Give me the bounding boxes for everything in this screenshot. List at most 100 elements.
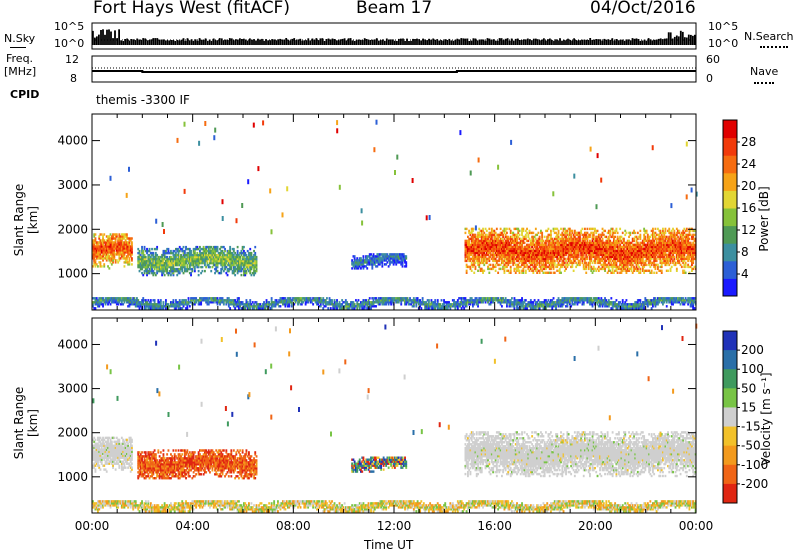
- echo-cell: [128, 257, 131, 260]
- echo-cell: [163, 255, 166, 259]
- echo-cell: [527, 247, 530, 251]
- echo-cell: [209, 257, 211, 261]
- nsky-sample: [293, 38, 296, 45]
- echo-cell: [545, 243, 547, 247]
- echo-cell: [566, 257, 569, 261]
- echo-cell: [226, 259, 229, 263]
- echo-cell: [151, 265, 153, 269]
- echo-cell: [114, 235, 117, 238]
- echo-cell: [200, 251, 203, 255]
- echo-cell: [614, 241, 617, 245]
- echo-cell: [224, 261, 226, 265]
- echo-cell: [488, 235, 491, 239]
- echo-cell: [102, 251, 104, 254]
- echo-cell: [254, 253, 257, 257]
- echo-cell: [143, 245, 146, 249]
- echo-cell: [558, 257, 561, 261]
- echo-cell: [691, 259, 693, 263]
- echo-cell: [370, 253, 372, 256]
- echo-cell: [498, 253, 501, 257]
- echo-cell: [573, 237, 576, 241]
- echo-cell: [249, 261, 252, 265]
- echo-cell: [152, 299, 155, 302]
- echo-cell: [177, 267, 180, 271]
- echo-cell: [601, 241, 604, 245]
- echo-cell: [238, 253, 240, 257]
- echo-cell: [131, 299, 133, 302]
- echo-cell: [255, 269, 258, 273]
- echo-cell: [103, 265, 106, 268]
- echo-cell: [650, 239, 653, 243]
- echo-cell: [623, 239, 625, 243]
- echo-cell: [139, 259, 142, 263]
- echo-cell: [596, 261, 599, 265]
- echo-cell: [551, 259, 554, 263]
- echo-cell: [563, 249, 566, 253]
- echo-cell: [178, 271, 181, 275]
- echo-cell: [501, 237, 503, 241]
- nsky-sample: [508, 40, 511, 45]
- echo-cell: [624, 253, 627, 257]
- echo-cell: [167, 273, 170, 277]
- echo-cell: [605, 263, 608, 267]
- echo-cell: [541, 239, 544, 243]
- echo-cell: [465, 271, 468, 274]
- echo-cell: [563, 233, 566, 237]
- nsky-sample: [220, 38, 223, 45]
- echo-cell: [616, 265, 619, 269]
- echo-cell: [674, 235, 677, 239]
- echo-cell: [469, 257, 472, 261]
- echo-cell: [118, 259, 121, 262]
- echo-cell: [585, 271, 588, 274]
- echo-cell: [182, 245, 185, 249]
- nsky-sample: [160, 39, 163, 45]
- echo-cell: [537, 243, 540, 247]
- echo-cell: [673, 233, 676, 237]
- echo-cell: [199, 257, 201, 261]
- echo-cell: [224, 265, 226, 269]
- echo-cell: [543, 251, 546, 255]
- echo-cell: [526, 243, 528, 247]
- echo-cell: [532, 243, 535, 247]
- echo-cell: [149, 269, 152, 273]
- echo-cell: [538, 243, 541, 247]
- echo-cell: [604, 253, 606, 257]
- echo-cell: [596, 267, 599, 271]
- echo-cell: [123, 237, 126, 240]
- echo-cell: [605, 249, 608, 253]
- echo-cell: [375, 261, 377, 264]
- echo-cell: [685, 251, 688, 255]
- echo-cell: [577, 255, 580, 259]
- echo-cell: [644, 259, 647, 263]
- echo-cell: [667, 239, 669, 243]
- echo-cell: [185, 267, 187, 271]
- echo-cell: [521, 269, 523, 272]
- echo-cell: [502, 259, 505, 263]
- echo-cell: [192, 257, 195, 261]
- echo-cell: [147, 271, 150, 275]
- echo-cell: [611, 227, 614, 231]
- echo-cell: [653, 247, 656, 251]
- echo-cell: [484, 257, 487, 261]
- echo-cell: [674, 241, 677, 245]
- echo-cell: [652, 243, 654, 247]
- nsky-sample: [677, 36, 680, 45]
- echo-cell: [113, 299, 116, 302]
- echo-cell: [172, 259, 175, 263]
- echo-cell: [679, 245, 682, 249]
- echo-cell: [582, 245, 585, 249]
- echo-cell: [465, 249, 468, 253]
- echo-cell: [678, 243, 681, 247]
- nsky-sample: [510, 38, 513, 45]
- echo-cell: [594, 227, 596, 231]
- echo-cell: [473, 243, 476, 247]
- echo-cell: [93, 241, 96, 244]
- echo-cell: [236, 271, 239, 275]
- echo-cell: [124, 243, 127, 246]
- echo-cell: [572, 251, 575, 255]
- echo-cell: [153, 307, 156, 310]
- echo-cell: [478, 265, 481, 269]
- echo-cell: [625, 261, 628, 265]
- echo-cell: [675, 247, 678, 251]
- echo-cell: [551, 243, 554, 247]
